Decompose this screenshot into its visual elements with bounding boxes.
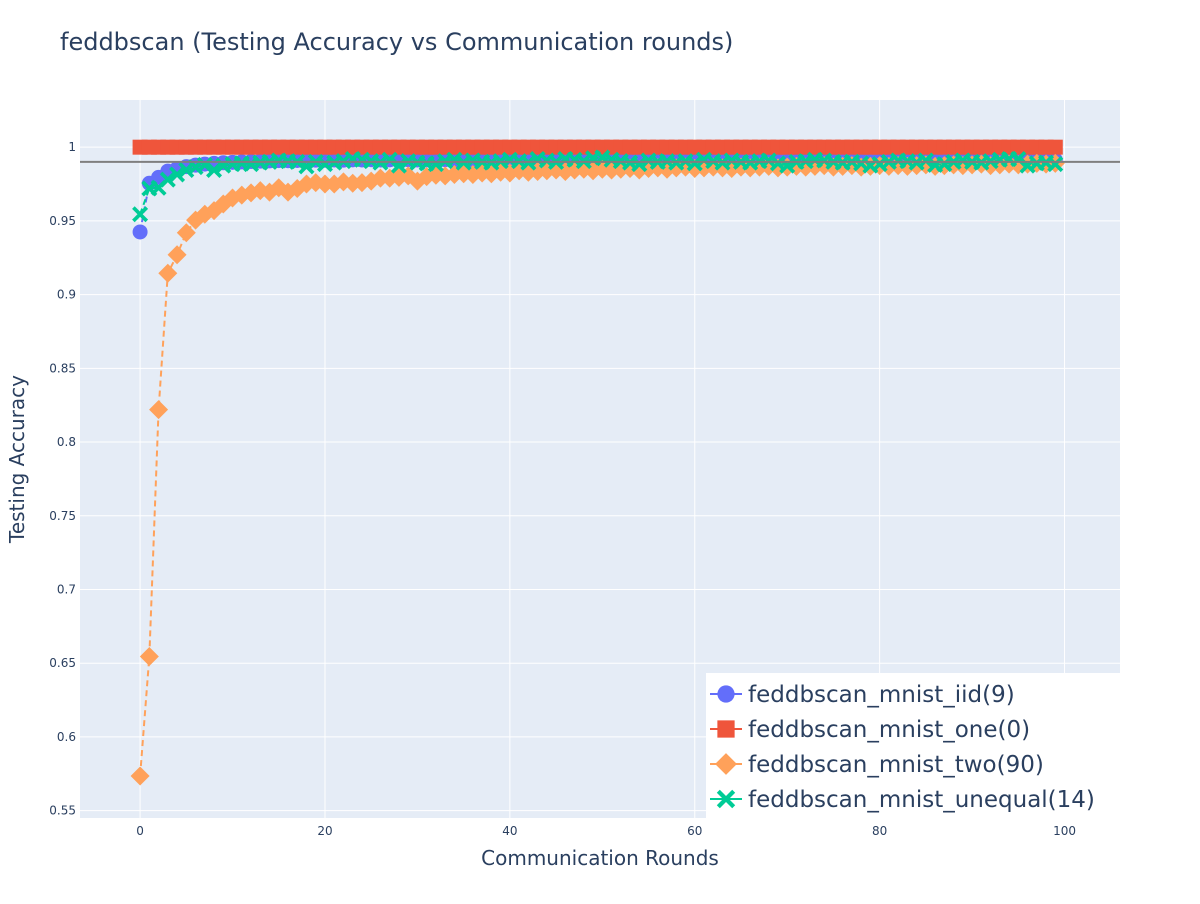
legend-marker-swatch [717,685,735,703]
chart-title: feddbscan (Testing Accuracy vs Communica… [60,28,733,56]
x-tick-label: 20 [317,824,332,838]
legend-marker-swatch [717,720,735,738]
y-tick-label: 0.7 [57,582,76,596]
legend-item-two[interactable]: feddbscan_mnist_two(90) [710,752,1044,778]
data-point-two [139,647,159,667]
legend-label: feddbscan_mnist_iid(9) [748,682,1015,708]
data-point-unequal [1010,150,1027,167]
y-tick-label: 1 [68,140,76,154]
legend-marker-swatch [715,753,737,775]
data-point-iid [132,224,148,240]
data-point-unequal [381,151,398,168]
x-axis-title: Communication Rounds [481,846,719,870]
data-point-two [158,263,178,283]
legend-background [706,673,1120,818]
data-point-unequal [132,206,149,223]
data-point-one [1047,139,1063,155]
y-tick-label: 0.9 [57,288,76,302]
x-tick-label: 40 [502,824,517,838]
legend-marker-swatch [716,789,736,809]
y-tick-label: 0.55 [49,804,76,818]
y-axis-ticks: 0.55 0.6 0.65 0.7 0.75 0.8 0.85 0.9 0.95 1 [49,140,76,817]
legend-label: feddbscan_mnist_one(0) [748,717,1030,743]
data-point-unequal [917,152,934,169]
x-tick-label: 0 [136,824,144,838]
data-point-unequal [196,156,213,173]
x-tick-label: 60 [687,824,702,838]
x-tick-label: 80 [872,824,887,838]
legend[interactable]: feddbscan_mnist_iid(9) feddbscan_mnist_on… [706,673,1120,818]
legend-item-one[interactable]: feddbscan_mnist_one(0) [710,717,1030,743]
x-axis-ticks: 0 20 40 60 80 100 [136,824,1076,838]
legend-label: feddbscan_mnist_unequal(14) [748,787,1095,813]
data-point-unequal [169,166,186,183]
legend-item-unequal[interactable]: feddbscan_mnist_unequal(14) [710,787,1095,813]
data-point-two [167,245,187,265]
x-tick-label: 100 [1053,824,1076,838]
legend-item-iid[interactable]: feddbscan_mnist_iid(9) [710,682,1015,708]
data-point-two [130,766,150,786]
legend-label: feddbscan_mnist_two(90) [748,752,1044,778]
data-point-two [149,400,169,420]
y-tick-label: 0.65 [49,656,76,670]
data-point-unequal [206,162,223,179]
series-one [132,139,1063,155]
data-series [130,139,1065,786]
data-point-two [1008,155,1028,175]
data-point-two [176,223,196,243]
data-point-unequal [159,171,176,188]
y-tick-label: 0.95 [49,214,76,228]
series-line-unequal [139,156,1056,215]
y-tick-label: 0.8 [57,435,76,449]
y-axis-title: Testing Accuracy [5,375,29,544]
y-tick-label: 0.75 [49,509,76,523]
data-point-unequal [1047,156,1064,173]
y-tick-label: 0.85 [49,361,76,375]
y-tick-label: 0.6 [57,730,76,744]
